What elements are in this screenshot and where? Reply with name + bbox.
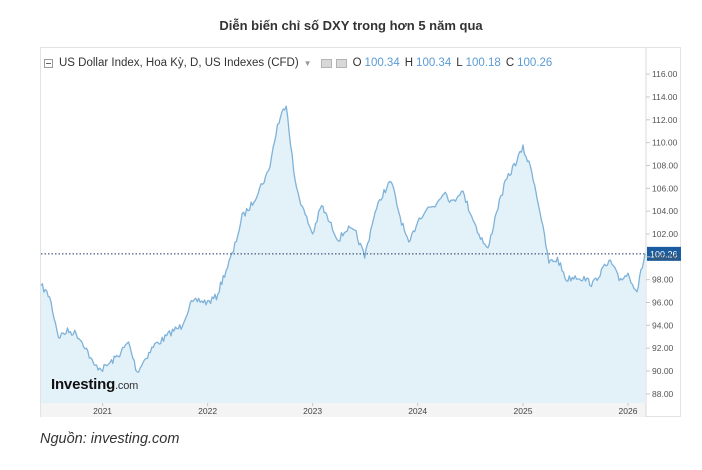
x-tick-label: 2025 [514, 406, 533, 416]
y-tick-label: 90.00 [652, 366, 674, 376]
x-tick-label: 2024 [408, 406, 427, 416]
y-tick-label: 106.00 [652, 183, 678, 193]
hide-icon[interactable] [335, 58, 347, 68]
investing-logo[interactable]: Investing.com [51, 376, 138, 393]
x-axis-strip [41, 403, 646, 417]
ohlc-high-key: H [404, 57, 414, 69]
last-price-label: 100.26 [650, 249, 678, 259]
y-tick-label: 88.00 [652, 389, 674, 399]
y-tick-label: 92.00 [652, 343, 674, 353]
source-note: Nguồn: investing.com [40, 431, 180, 447]
last-price-badge [647, 246, 681, 261]
collapse-icon[interactable] [44, 58, 53, 68]
y-tick-label: 94.00 [652, 320, 674, 330]
y-tick-label: 104.00 [652, 206, 678, 216]
y-tick-label: 98.00 [652, 275, 674, 285]
page-title: Diễn biến chỉ số DXY trong hơn 5 năm qua [219, 18, 483, 33]
x-tick-label: 2026 [619, 406, 638, 416]
legend-row: US Dollar Index, Hoa Kỳ, D, US Indexes (… [44, 55, 552, 71]
settings-icon[interactable] [320, 58, 332, 68]
x-tick-label: 2021 [93, 406, 112, 416]
y-tick-label: 102.00 [652, 229, 678, 239]
ohlc-open-value: 100.34 [364, 57, 400, 69]
ohlc-close-value: 100.26 [517, 57, 553, 69]
logo-suffix: .com [115, 380, 139, 392]
x-tick-label: 2022 [198, 406, 217, 416]
y-tick-label: 112.00 [652, 115, 678, 125]
y-tick-label: 114.00 [652, 92, 678, 102]
ohlc-close-key: C [505, 57, 515, 69]
ohlc-low-value: 100.18 [465, 57, 501, 69]
y-tick-label: 96.00 [652, 298, 674, 308]
ohlc-open-key: O [352, 57, 362, 69]
y-tick-label: 100.00 [652, 252, 678, 262]
series-line [40, 105, 646, 373]
ohlc-high-value: 100.34 [416, 57, 452, 69]
chevron-down-icon[interactable]: ▼ [303, 58, 312, 68]
logo-main: Investing [51, 376, 116, 393]
y-tick-label: 110.00 [652, 138, 678, 148]
series-area [41, 106, 645, 403]
x-tick-label: 2023 [303, 406, 322, 416]
y-tick-label: 108.00 [652, 160, 678, 170]
ohlc-low-key: L [456, 57, 463, 69]
y-tick-label: 116.00 [652, 69, 678, 79]
instrument-label[interactable]: US Dollar Index, Hoa Kỳ, D, US Indexes (… [59, 57, 299, 69]
